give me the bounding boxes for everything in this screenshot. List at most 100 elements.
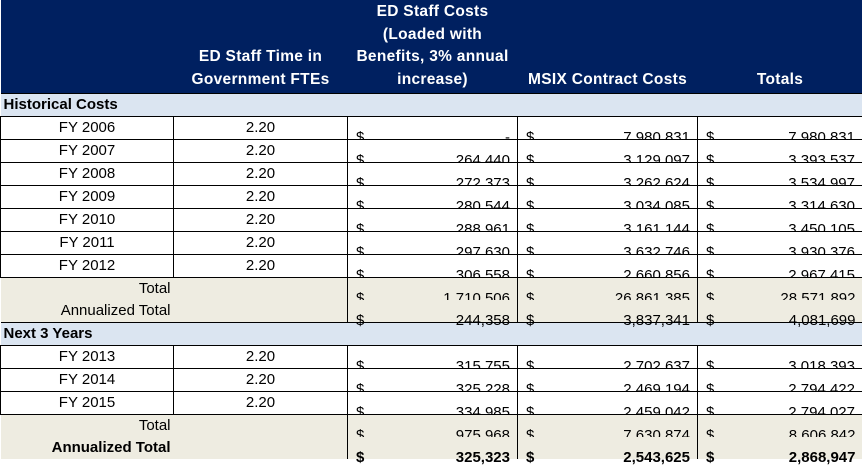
total-row: Total $975,968$7,630,874$8,606,842	[1, 415, 862, 438]
header-blank	[1, 0, 174, 94]
fte-value: 2.20	[174, 255, 348, 278]
fte-value: 2.20	[174, 392, 348, 415]
total-cost-cell: $4,081,699	[698, 300, 862, 323]
year-label: FY 2007	[1, 140, 174, 163]
annualized-total-row: Annualized Total $244,358$3,837,341$4,081…	[1, 300, 862, 323]
header-msix-costs: MSIX Contract Costs	[518, 0, 698, 94]
msix-cost-cell: $2,459,042	[518, 392, 698, 415]
total-label: Total	[1, 278, 174, 301]
currency-symbol: $	[526, 448, 534, 468]
msix-cost-cell: $3,632,746	[518, 232, 698, 255]
total-label: Annualized Total	[1, 300, 174, 323]
year-label: FY 2012	[1, 255, 174, 278]
empty-cell	[174, 415, 348, 438]
staff-cost-cell: $325,228	[348, 369, 518, 392]
annualized-total-row: Annualized Total $325,323$2,543,625$2,868…	[1, 437, 862, 459]
empty-cell	[174, 278, 348, 301]
staff-cost-cell: $-	[348, 117, 518, 140]
total-row: Total $1,710,506$26,861,385$28,571,892	[1, 278, 862, 301]
total-cost-cell: $3,314,630	[698, 186, 862, 209]
total-cost-cell: $7,980,831	[698, 117, 862, 140]
total-cost-cell: $3,018,393	[698, 346, 862, 369]
section-header: Historical Costs	[1, 94, 862, 117]
header-fte: ED Staff Time in Government FTEs	[174, 0, 348, 94]
msix-cost-cell: $3,034,085	[518, 186, 698, 209]
staff-cost-cell: $272,373	[348, 163, 518, 186]
msix-cost-cell: $26,861,385	[518, 278, 698, 301]
msix-cost-cell: $3,837,341	[518, 300, 698, 323]
total-cost-cell: $2,794,422	[698, 369, 862, 392]
year-label: FY 2015	[1, 392, 174, 415]
section-title: Next 3 Years	[1, 323, 862, 346]
header-row: ED Staff Time in Government FTEs ED Staf…	[1, 0, 862, 94]
msix-cost-cell: $2,660,856	[518, 255, 698, 278]
staff-cost-cell: $297,630	[348, 232, 518, 255]
total-cost-cell: $3,534,997	[698, 163, 862, 186]
staff-cost-cell: $244,358	[348, 300, 518, 323]
section-title: Historical Costs	[1, 94, 862, 117]
fte-value: 2.20	[174, 117, 348, 140]
currency-symbol: $	[356, 311, 364, 331]
staff-cost-value: 325,323	[456, 448, 510, 468]
currency-symbol: $	[706, 311, 714, 331]
year-label: FY 2014	[1, 369, 174, 392]
total-label: Annualized Total	[1, 437, 174, 459]
msix-cost-value: 2,543,625	[623, 448, 690, 468]
msix-cost-cell: $2,543,625	[518, 437, 698, 459]
total-label: Total	[1, 415, 174, 438]
staff-cost-cell: $334,985	[348, 392, 518, 415]
total-cost-cell: $2,794,027	[698, 392, 862, 415]
total-cost-cell: $28,571,892	[698, 278, 862, 301]
staff-cost-cell: $975,968	[348, 415, 518, 438]
fte-value: 2.20	[174, 163, 348, 186]
section-header: Next 3 Years	[1, 323, 862, 346]
header-staff-costs: ED Staff Costs (Loaded with Benefits, 3%…	[348, 0, 518, 94]
msix-cost-cell: $2,702,637	[518, 346, 698, 369]
staff-cost-cell: $325,323	[348, 437, 518, 459]
total-cost-cell: $3,930,376	[698, 232, 862, 255]
msix-cost-cell: $2,469,194	[518, 369, 698, 392]
currency-symbol: $	[356, 448, 364, 468]
total-cost-cell: $2,868,947	[698, 437, 862, 459]
currency-symbol: $	[706, 448, 714, 468]
fte-value: 2.20	[174, 346, 348, 369]
currency-symbol: $	[526, 311, 534, 331]
msix-cost-cell: $3,129,097	[518, 140, 698, 163]
total-cost-cell: $3,450,105	[698, 209, 862, 232]
msix-cost-cell: $3,262,624	[518, 163, 698, 186]
staff-cost-cell: $1,710,506	[348, 278, 518, 301]
year-label: FY 2008	[1, 163, 174, 186]
msix-cost-cell: $7,630,874	[518, 415, 698, 438]
total-cost-cell: $3,393,537	[698, 140, 862, 163]
fte-value: 2.20	[174, 140, 348, 163]
year-label: FY 2009	[1, 186, 174, 209]
total-cost-value: 2,868,947	[789, 448, 856, 468]
staff-cost-cell: $306,558	[348, 255, 518, 278]
year-label: FY 2013	[1, 346, 174, 369]
fte-value: 2.20	[174, 232, 348, 255]
fte-value: 2.20	[174, 186, 348, 209]
msix-cost-cell: $7,980,831	[518, 117, 698, 140]
staff-cost-cell: $288,961	[348, 209, 518, 232]
empty-cell	[174, 437, 348, 459]
fte-value: 2.20	[174, 369, 348, 392]
total-cost-cell: $8,606,842	[698, 415, 862, 438]
total-cost-value: 4,081,699	[789, 311, 856, 331]
year-label: FY 2006	[1, 117, 174, 140]
total-cost-cell: $2,967,415	[698, 255, 862, 278]
fte-value: 2.20	[174, 209, 348, 232]
msix-cost-value: 3,837,341	[623, 311, 690, 331]
empty-cell	[174, 300, 348, 323]
staff-cost-cell: $315,755	[348, 346, 518, 369]
staff-cost-value: 244,358	[456, 311, 510, 331]
